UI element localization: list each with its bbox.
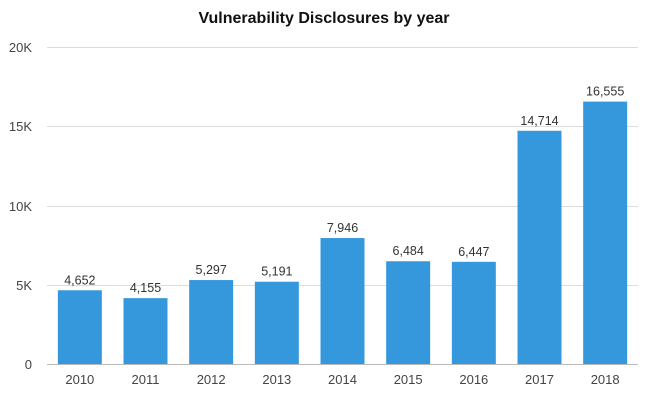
- y-tick-label: 5K: [16, 278, 32, 293]
- x-tick-label-2013: 2013: [262, 372, 291, 387]
- x-tick-label-2012: 2012: [197, 372, 226, 387]
- bar-2017[interactable]: [517, 130, 562, 364]
- y-tick-label: 10K: [9, 199, 32, 214]
- bar-2015[interactable]: [386, 261, 431, 364]
- data-label-2011: 4,155: [130, 281, 161, 295]
- bar-2013[interactable]: [254, 281, 299, 364]
- bar-2011[interactable]: [123, 298, 168, 364]
- x-tick-label-2010: 2010: [65, 372, 94, 387]
- y-tick-label: 20K: [9, 40, 32, 55]
- bar-2010[interactable]: [57, 290, 102, 364]
- x-tick-label-2018: 2018: [591, 372, 620, 387]
- bar-2014[interactable]: [320, 238, 365, 364]
- y-tick-label: 15K: [9, 119, 32, 134]
- data-label-2012: 5,297: [196, 263, 227, 277]
- data-label-2010: 4,652: [64, 273, 95, 287]
- y-axis-ticks: 0 5K 10K 15K 20K: [9, 40, 32, 372]
- data-label-2016: 6,447: [458, 245, 489, 259]
- chart-title: Vulnerability Disclosures by year: [198, 10, 450, 27]
- x-tick-label-2015: 2015: [394, 372, 423, 387]
- bar-2016[interactable]: [451, 261, 496, 364]
- bar-2012[interactable]: [189, 280, 234, 364]
- data-labels: 4,652 4,155 5,297 5,191 7,946 6,484 6,447 14,71…: [64, 85, 624, 296]
- x-tick-label-2017: 2017: [525, 372, 554, 387]
- data-label-2017: 14,714: [520, 114, 558, 128]
- data-label-2014: 7,946: [327, 221, 358, 235]
- data-label-2015: 6,484: [393, 244, 424, 258]
- y-tick-label: 0: [25, 357, 32, 372]
- x-tick-label-2014: 2014: [328, 372, 357, 387]
- bar-2018[interactable]: [583, 101, 628, 365]
- x-axis-ticks: 2010 2011 2012 2013 2014 2015 2016 2017 2018: [65, 372, 619, 387]
- bars: [57, 101, 628, 365]
- x-tick-label-2011: 2011: [132, 372, 160, 387]
- data-label-2013: 5,191: [261, 265, 292, 279]
- x-tick-label-2016: 2016: [459, 372, 488, 387]
- data-label-2018: 16,555: [586, 85, 624, 99]
